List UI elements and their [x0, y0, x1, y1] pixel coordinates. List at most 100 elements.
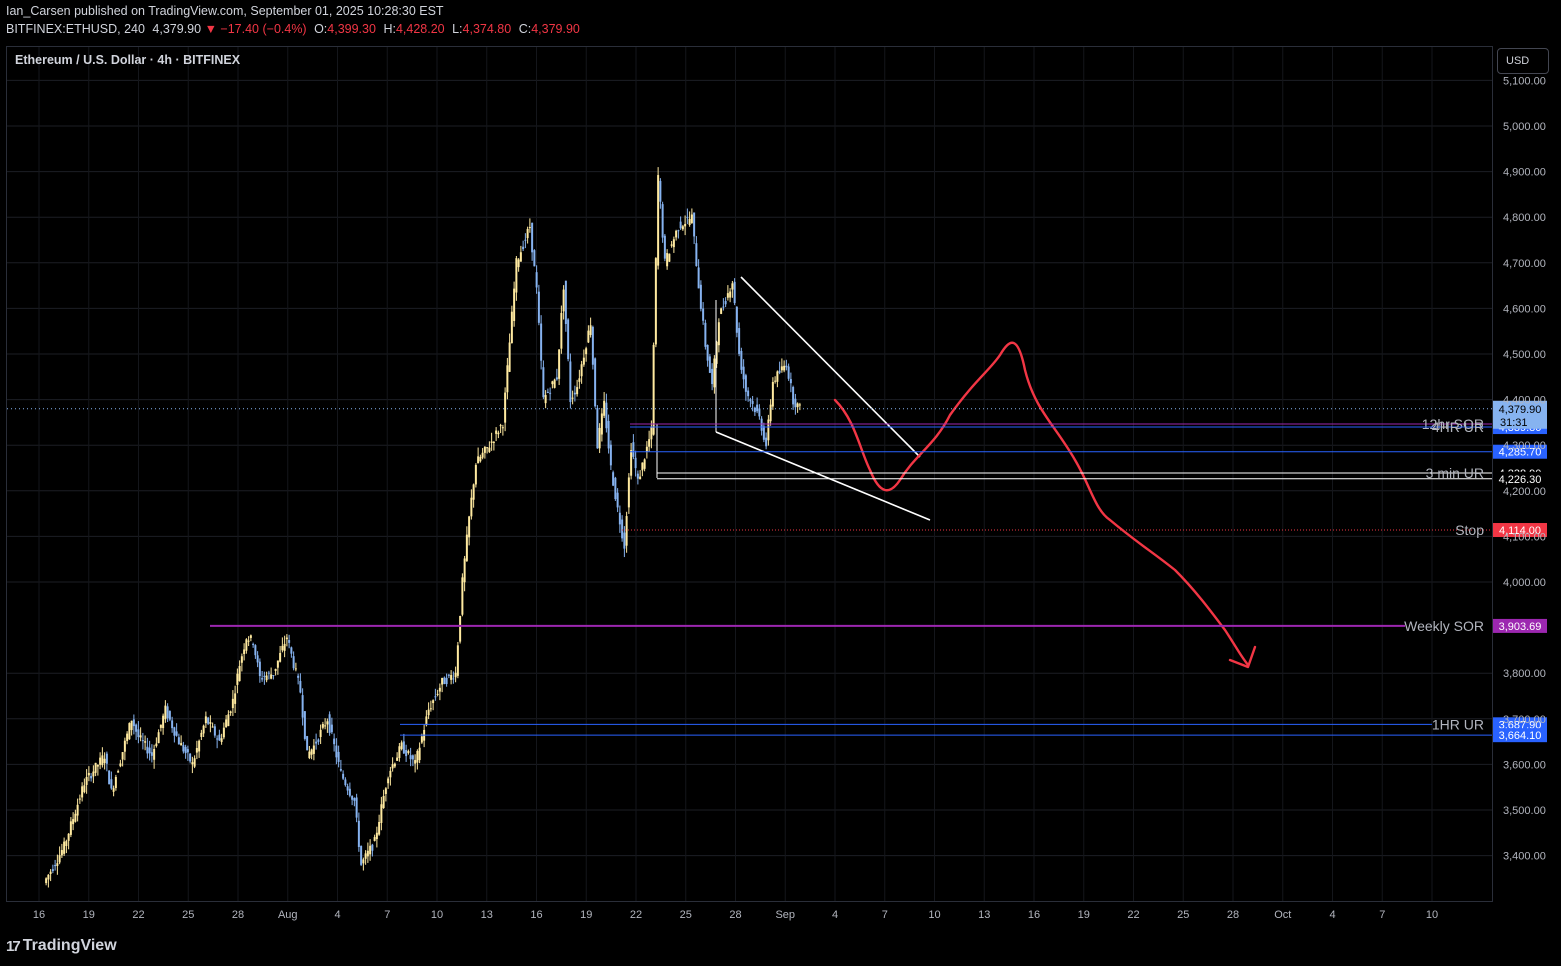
projection-arrowhead	[1228, 645, 1257, 669]
candle-body	[749, 399, 752, 402]
candle-body	[360, 845, 363, 865]
candle-body	[769, 404, 772, 422]
candle-body	[607, 420, 610, 449]
y-tick-label: 5,100.00	[1503, 75, 1546, 87]
tradingview-brand[interactable]: 17 TradingView	[6, 937, 117, 955]
candle-body	[699, 284, 702, 309]
candle-body	[63, 841, 66, 854]
candle-body	[783, 365, 786, 371]
candle-body	[382, 795, 385, 809]
candle-body	[108, 770, 111, 785]
candle-body	[479, 456, 482, 462]
y-tick-label: 4,900.00	[1503, 167, 1546, 179]
candle-body	[717, 322, 720, 346]
candle-body	[155, 743, 158, 747]
x-tick-label: 7	[882, 909, 888, 921]
ohlc-legend: BITFINEX:ETHUSD, 240 4,379.90 ▼ −17.40 (…	[6, 22, 580, 36]
candle-body	[74, 813, 77, 822]
x-tick-label: 13	[481, 909, 493, 921]
level-label: 12hr SOR	[1422, 416, 1484, 432]
candle-body	[510, 311, 513, 344]
candle-series	[45, 167, 801, 888]
x-tick-label: 25	[680, 909, 692, 921]
candle-body	[247, 640, 250, 642]
candle-body	[211, 726, 214, 728]
candle-body	[216, 738, 219, 740]
level-label: 4HR UR	[1432, 419, 1484, 435]
y-tick-label: 3,400.00	[1503, 851, 1546, 863]
x-tick-label: 10	[928, 909, 940, 921]
candle-body	[337, 751, 340, 762]
chart-pane[interactable]	[6, 46, 1493, 902]
candle-body	[326, 721, 329, 725]
candle-body	[191, 762, 194, 765]
candle-body	[389, 770, 392, 778]
level-label: Stop	[1455, 522, 1484, 538]
candle-body	[760, 418, 763, 431]
candle-body	[114, 776, 117, 789]
candle-body	[654, 258, 657, 345]
candle-body	[729, 291, 732, 298]
candle-body	[497, 432, 500, 435]
candle-body	[218, 734, 221, 741]
y-tick-label: 4,700.00	[1503, 258, 1546, 270]
candle-body	[101, 755, 104, 766]
candle-body	[60, 850, 63, 856]
candle-body	[328, 714, 331, 733]
currency-button[interactable]: USD	[1497, 48, 1549, 74]
candle-body	[652, 344, 655, 435]
candle-body	[483, 446, 486, 453]
candle-body	[693, 212, 696, 237]
close-label: C:	[518, 22, 532, 36]
open-value: 4,399.30	[327, 22, 376, 36]
candle-body	[560, 312, 563, 349]
candle-body	[501, 427, 504, 429]
candle-body	[387, 778, 390, 784]
candle-body	[195, 748, 198, 753]
candle-body	[162, 715, 165, 729]
candle-body	[198, 740, 201, 752]
candle-body	[758, 408, 761, 417]
candle-body	[236, 673, 239, 685]
candle-body	[427, 709, 430, 716]
candle-body	[713, 358, 716, 388]
candle-body	[477, 456, 480, 464]
candle-body	[234, 693, 237, 704]
candle-body	[348, 788, 351, 796]
time-axis: 16 19 22 25 28 Aug 4 7 10 13 16 19 22 25 28 Sep 4 7 10 13 16…	[33, 909, 1438, 921]
candle-body	[267, 672, 270, 674]
candle-body	[459, 615, 462, 642]
candle-body	[544, 394, 547, 404]
candle-body	[279, 652, 282, 662]
candle-body	[576, 387, 579, 395]
y-tick-label: 4,000.00	[1503, 577, 1546, 589]
candle-body	[465, 534, 468, 561]
close-value: 4,379.90	[531, 22, 580, 36]
candle-body	[364, 853, 367, 859]
candle-body	[578, 378, 581, 382]
candle-body	[515, 258, 518, 293]
candle-body	[121, 752, 124, 760]
candle-body	[207, 717, 210, 724]
candle-body	[243, 649, 246, 655]
candle-body	[524, 239, 527, 241]
candle-body	[706, 344, 709, 361]
candle-body	[213, 726, 216, 736]
candle-body	[65, 841, 68, 847]
candle-body	[373, 837, 376, 841]
candle-body	[288, 640, 291, 643]
candle-body	[72, 819, 75, 825]
candle-body	[785, 365, 788, 368]
candle-body	[641, 462, 644, 471]
candle-body	[447, 674, 450, 676]
candle-body	[256, 655, 259, 663]
candle-body	[159, 724, 162, 728]
candle-body	[324, 725, 327, 727]
candle-body	[123, 740, 126, 752]
grid-lines	[7, 47, 1492, 901]
candle-body	[735, 307, 738, 333]
candle-body	[56, 863, 59, 866]
candle-body	[441, 677, 444, 685]
candle-body	[679, 221, 682, 229]
